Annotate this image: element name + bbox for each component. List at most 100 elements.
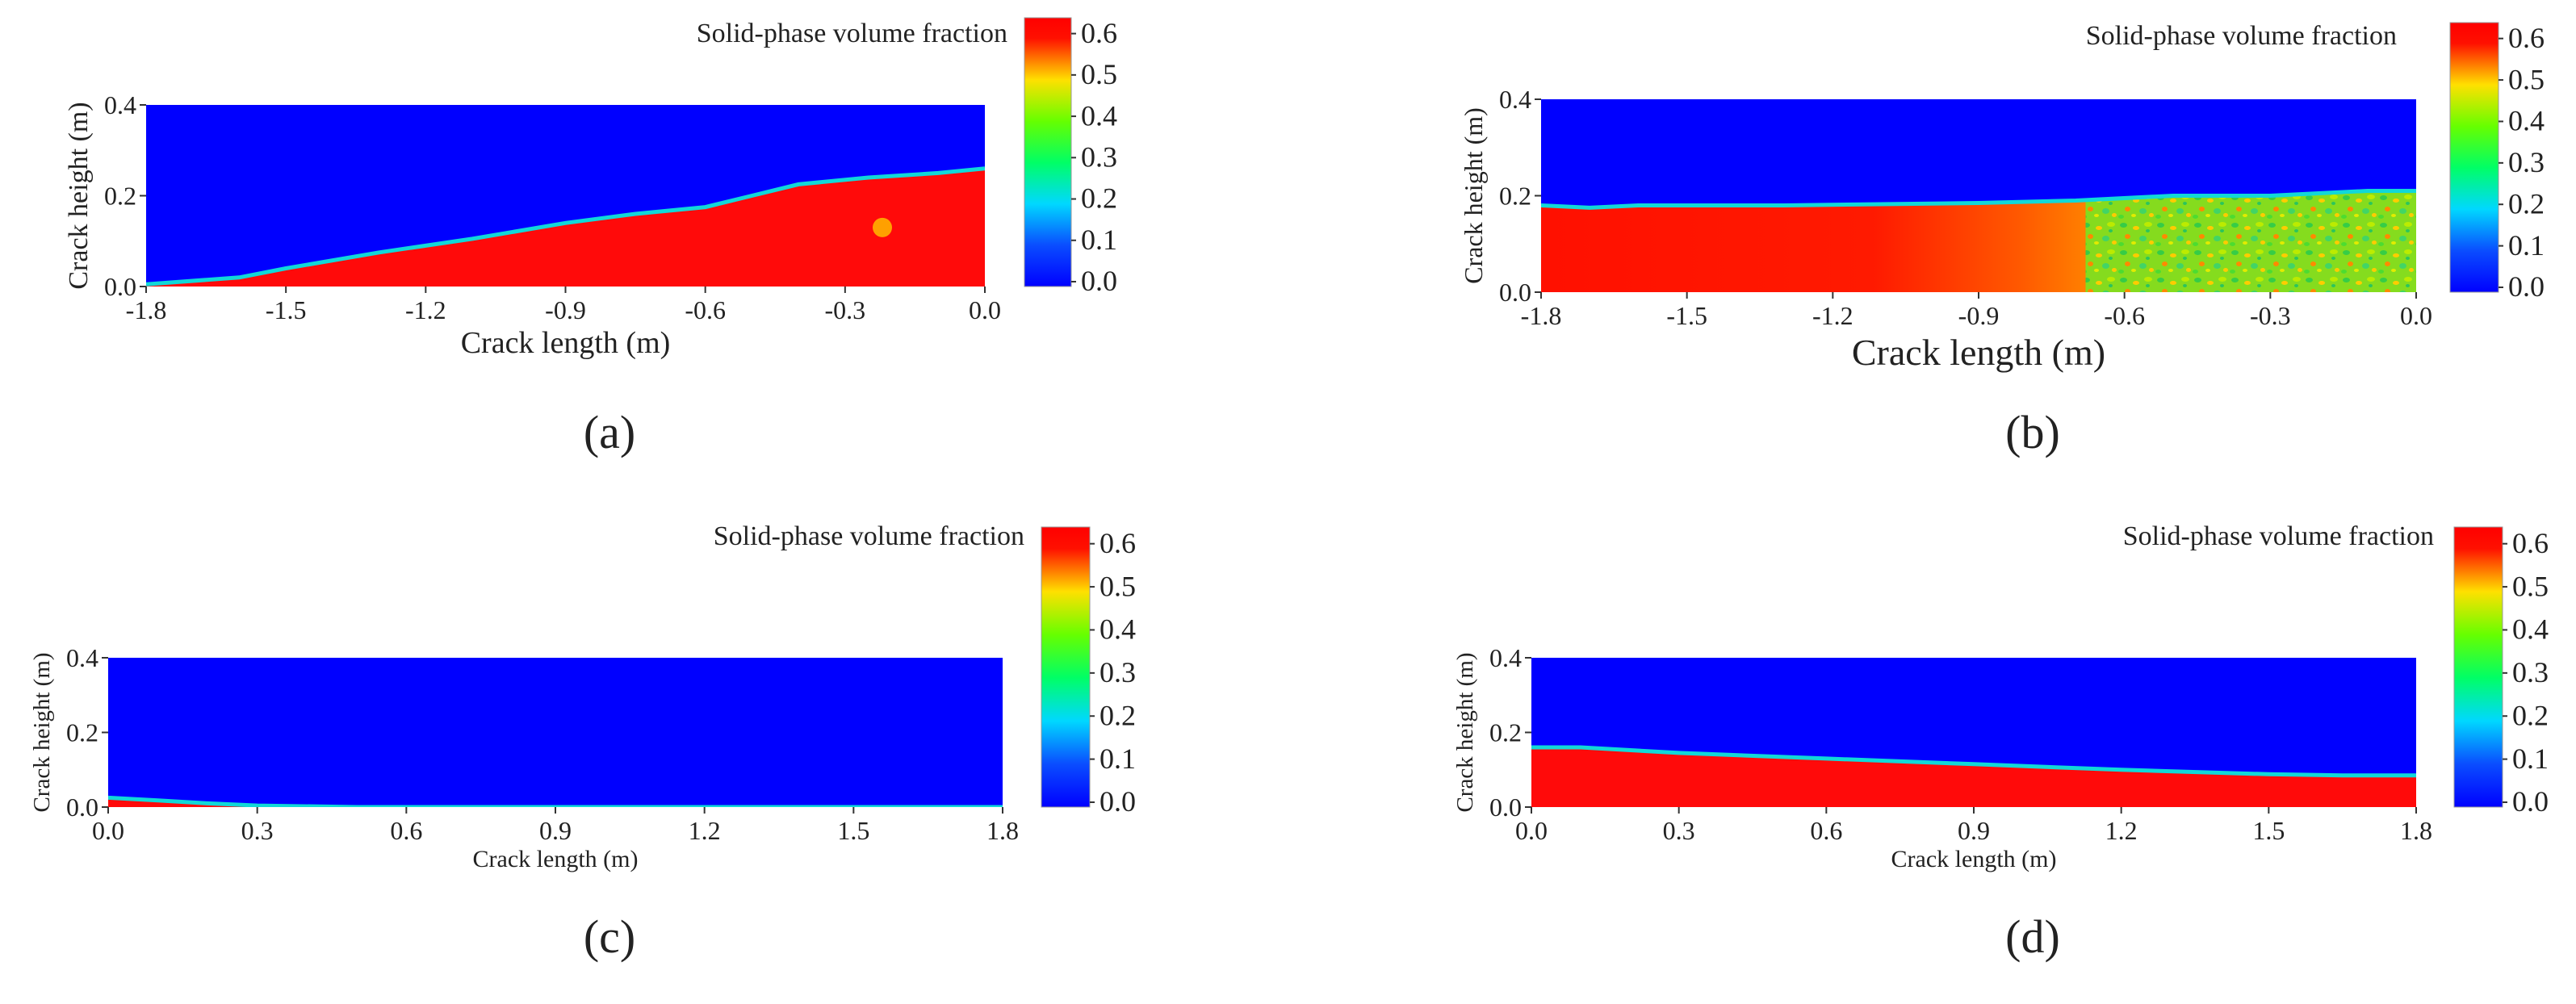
panel-d-ytick-label: 0.4 (1489, 643, 1522, 672)
panel-c: 0.0 0.3 0.6 0.9 1.2 1.5 1.8 0.0 0.2 0.4 Crack leng… (29, 521, 1136, 963)
panel-b-xtick-label: -0.6 (2104, 301, 2145, 330)
panel-c-xtick-label: 0.9 (539, 816, 572, 845)
panel-d-xtick-label: 1.5 (2252, 816, 2285, 845)
panel-b-colorbar-tick-label: 0.1 (2508, 229, 2545, 261)
panel-b-xtick-label: -1.5 (1666, 301, 1707, 330)
panel-c-colorbar-tick-label: 0.0 (1100, 785, 1136, 818)
panel-c-colorbar (1041, 526, 1091, 808)
panel-b-ytick-label: 0.4 (1499, 85, 1531, 114)
panel-b-colorbar-tick-label: 0.3 (2508, 146, 2545, 178)
panel-c-fluid-region (108, 658, 1003, 807)
panel-d-x-axis-label: Crack length (m) (1891, 846, 2057, 872)
panel-b-colorbar-tick-label: 0.2 (2508, 187, 2545, 220)
panel-b-title: Solid-phase volume fraction (2086, 21, 2397, 51)
panel-d-ytick-label: 0.0 (1489, 793, 1522, 822)
panel-a-y-axis-label: Crack height (m) (64, 102, 94, 289)
panel-a-ytick-label: 0.4 (104, 90, 136, 119)
panel-d-xtick-label: 0.6 (1810, 816, 1842, 845)
panel-c-xtick-label: 1.5 (837, 816, 869, 845)
panel-d-xtick-label: 0.9 (1958, 816, 1990, 845)
panel-a-interface-line (146, 166, 985, 287)
panel-c-ytick-label: 0.4 (66, 643, 98, 672)
panel-c-xtick-label: 0.0 (92, 816, 124, 845)
panel-b-mixing-zone (2085, 190, 2416, 292)
panel-a-ytick-label: 0.2 (104, 182, 136, 211)
panel-b-colorbar-tick-label: 0.6 (2508, 22, 2545, 54)
panel-a-title: Solid-phase volume fraction (697, 19, 1007, 48)
panel-a-colorbar-tick-label: 0.2 (1081, 182, 1117, 215)
panel-b-xtick-label: -0.3 (2250, 301, 2291, 330)
panel-c-colorbar-tick-label: 0.3 (1100, 656, 1136, 688)
panel-a-xtick-label: -1.5 (266, 295, 307, 324)
panel-d-colorbar-tick-label: 0.5 (2512, 570, 2549, 602)
panel-c-colorbar-tick-label: 0.1 (1100, 743, 1136, 775)
panel-c-ytick-label: 0.0 (66, 793, 98, 822)
panel-b-plot-area (1541, 99, 2416, 292)
panel-c-xtick-label: 1.8 (986, 816, 1019, 845)
panel-b-x-axis-label: Crack length (m) (1852, 332, 2105, 373)
panel-b-ytick-label: 0.2 (1499, 182, 1531, 211)
panel-b-colorbar-tick-label: 0.0 (2508, 270, 2545, 303)
panel-a-colorbar-tick-label: 0.3 (1081, 141, 1117, 174)
panel-d-colorbar-tick-label: 0.3 (2512, 656, 2549, 688)
panel-a-colorbar-tick-label: 0.4 (1081, 99, 1117, 132)
panel-d-ytick-label: 0.2 (1489, 718, 1522, 747)
panel-c-solid-phase-region (108, 797, 1003, 807)
panel-d-xtick-label: 0.3 (1663, 816, 1695, 845)
panel-c-xtick-label: 0.6 (390, 816, 422, 845)
panel-b-xtick-label: 0.0 (2400, 301, 2432, 330)
panel-d: 0.0 0.3 0.6 0.9 1.2 1.5 1.8 0.0 0.2 0.4 Crack leng… (1452, 521, 2549, 963)
panel-a-xtick-label: -1.2 (405, 295, 446, 324)
panel-a-xtick-label: -0.6 (685, 295, 726, 324)
panel-d-colorbar (2453, 526, 2503, 808)
panel-c-colorbar-tick-label: 0.2 (1100, 699, 1136, 731)
panel-d-label: (d) (2005, 910, 2060, 963)
panel-d-colorbar-tick-label: 0.4 (2512, 613, 2549, 646)
panel-d-plot-area (1531, 658, 2416, 807)
panel-a-ytick-label: 0.0 (104, 272, 136, 301)
panel-c-colorbar-tick-label: 0.5 (1100, 570, 1136, 602)
panel-d-interface-line (1531, 745, 2416, 778)
panel-d-xtick-label: 1.2 (2105, 816, 2138, 845)
panel-c-interface-line (108, 795, 1003, 807)
panel-a-xtick-label: -0.3 (825, 295, 866, 324)
panel-b-ytick-label: 0.0 (1499, 278, 1531, 307)
panel-d-colorbar-tick-label: 0.6 (2512, 527, 2549, 559)
panel-c-colorbar-tick-label: 0.4 (1100, 613, 1136, 646)
panel-b-xtick-label: -1.2 (1812, 301, 1853, 330)
panel-a-colorbar-tick-label: 0.1 (1081, 224, 1117, 256)
panel-d-xtick-label: 1.8 (2400, 816, 2432, 845)
panel-b-y-axis-label: Crack height (m) (1459, 107, 1488, 284)
panel-d-solid-phase-region (1531, 747, 2416, 807)
panel-b-label: (b) (2005, 406, 2060, 458)
panel-b-colorbar (2449, 22, 2499, 293)
panel-a-xtick-label: 0.0 (969, 295, 1001, 324)
panel-a-colorbar-tick-label: 0.5 (1081, 58, 1117, 90)
panel-a-colorbar-tick-label: 0.0 (1081, 265, 1117, 297)
panel-b: -1.8 -1.5 -1.2 -0.9 -0.6 -0.3 0.0 0.0 0.2 0.4 Crac… (1459, 21, 2545, 458)
panel-d-colorbar-tick-label: 0.1 (2512, 743, 2549, 775)
panel-d-colorbar-tick-label: 0.2 (2512, 699, 2549, 731)
panel-c-x-axis-label: Crack length (m) (473, 846, 639, 872)
panel-a-colorbar-tick-label: 0.6 (1081, 17, 1117, 49)
panel-d-colorbar-tick-label: 0.0 (2512, 785, 2549, 818)
panel-a-particle (873, 217, 893, 237)
panel-c-plot-area (108, 658, 1003, 807)
panel-b-interface-line (1541, 189, 2416, 210)
panel-c-colorbar-tick-label: 0.6 (1100, 527, 1136, 559)
panel-c-y-axis-label: Crack height (m) (29, 652, 55, 812)
panel-a-colorbar (1024, 17, 1072, 287)
panel-d-y-axis-label: Crack height (m) (1452, 652, 1478, 812)
panel-a-label: (a) (584, 406, 635, 458)
panel-b-xtick-label: -0.9 (1958, 301, 2000, 330)
panel-c-xtick-label: 0.3 (241, 816, 274, 845)
panel-c-label: (c) (584, 910, 635, 963)
panel-c-ytick-label: 0.2 (66, 718, 98, 747)
panel-c-title: Solid-phase volume fraction (714, 521, 1024, 551)
panel-a: -1.8 -1.5 -1.2 -0.9 -0.6 -0.3 0.0 0.0 0.2 0.4 Crac… (64, 17, 1117, 458)
panel-b-colorbar-tick-label: 0.5 (2508, 63, 2545, 95)
panel-b-xtick-label: -1.8 (1521, 301, 1562, 330)
panel-b-colorbar-tick-label: 0.4 (2508, 105, 2545, 137)
panel-a-plot-area (146, 105, 985, 287)
